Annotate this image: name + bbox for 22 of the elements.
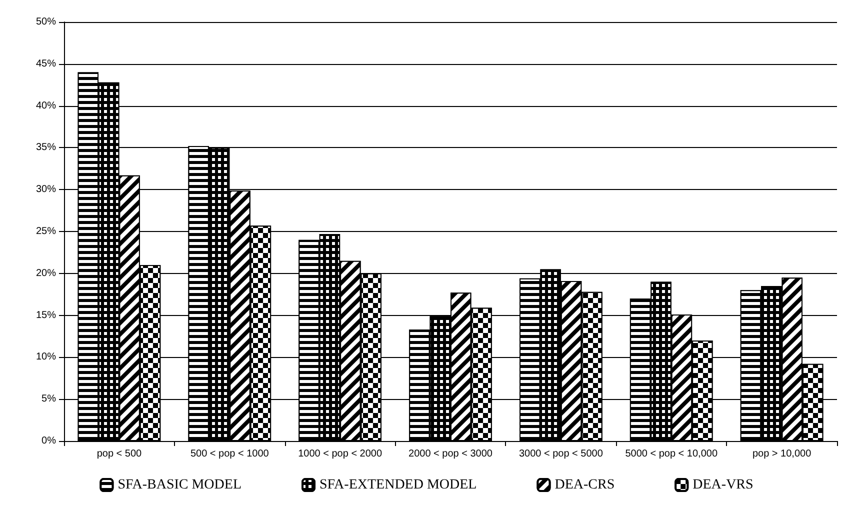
- legend-label: SFA-BASIC MODEL: [118, 478, 242, 492]
- x-tick-label: pop < 500: [96, 448, 142, 460]
- legend-label: SFA-EXTENDED MODEL: [320, 478, 477, 492]
- y-tick-label: 35%: [36, 142, 56, 154]
- y-tick-label: 30%: [36, 184, 56, 196]
- x-tick-label: 2000 < pop < 3000: [408, 448, 493, 460]
- x-tick-label: 3000 < pop < 5000: [518, 448, 604, 460]
- y-tick-label: 5%: [42, 394, 56, 405]
- y-tick-label: 15%: [36, 310, 56, 321]
- x-tick-label: pop > 10,000: [752, 448, 812, 460]
- y-tick-label: 10%: [36, 352, 56, 363]
- y-tick-label: 20%: [36, 268, 56, 279]
- y-tick-label: 40%: [36, 100, 56, 112]
- legend-label: DEA-VRS: [692, 478, 754, 492]
- legend-label: DEA-CRS: [554, 478, 615, 492]
- x-tick-label: 1000 < pop < 2000: [298, 448, 382, 460]
- y-tick-label: 45%: [36, 58, 56, 70]
- y-tick-label: 50%: [36, 16, 56, 28]
- y-tick-label: 25%: [36, 226, 56, 237]
- x-tick-label: 500 < pop < 1000: [190, 448, 270, 460]
- x-tick-label: 5000 < pop < 10,000: [625, 448, 718, 460]
- y-tick-label: 0%: [42, 436, 56, 446]
